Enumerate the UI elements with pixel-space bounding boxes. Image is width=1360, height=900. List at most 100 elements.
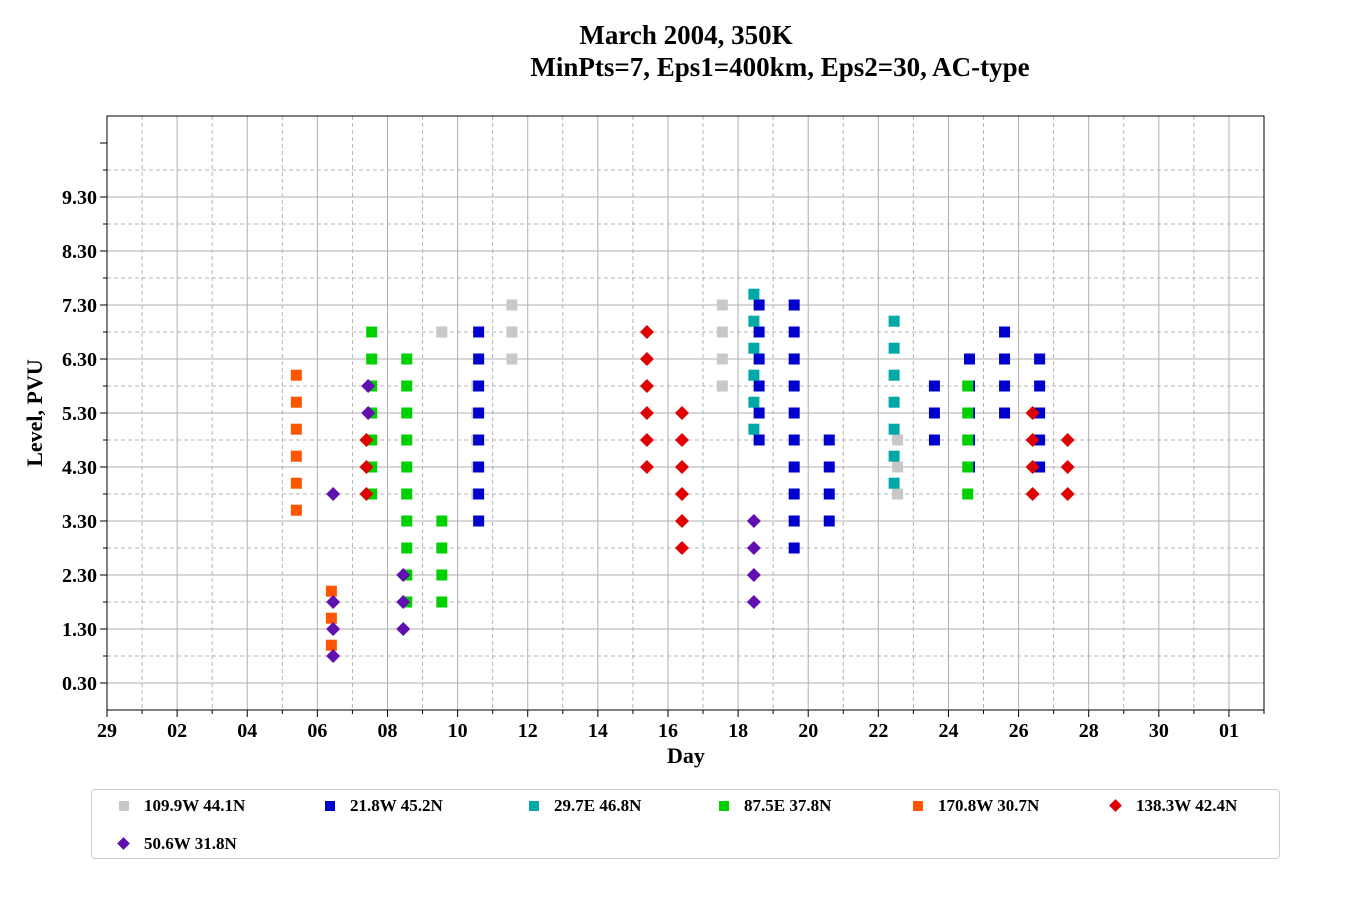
- legend-marker: [710, 799, 738, 813]
- legend-marker: [1102, 799, 1130, 813]
- data-point-series-5: [325, 639, 337, 651]
- data-point-series-6: [639, 406, 654, 420]
- x-tick-label: 01: [1219, 720, 1239, 742]
- data-point-series-2: [788, 461, 800, 473]
- data-point-series-2: [1034, 407, 1046, 419]
- legend-marker: [110, 837, 138, 851]
- data-point-series-5: [325, 585, 337, 597]
- data-point-series-7: [746, 568, 761, 582]
- data-point-series-6: [674, 487, 689, 501]
- data-point-series-6: [1060, 433, 1075, 447]
- data-point-series-1: [506, 299, 518, 311]
- data-point-series-2: [473, 515, 485, 527]
- data-point-series-7: [326, 622, 341, 636]
- legend-label: 29.7E 46.8N: [554, 796, 642, 815]
- legend-item: 138.3W 42.4N: [1102, 794, 1237, 818]
- y-axis-label: Level, PVU: [22, 359, 47, 467]
- data-point-series-3: [888, 423, 900, 435]
- data-point-series-5: [290, 423, 302, 435]
- x-tick-label: 29: [97, 720, 117, 742]
- data-point-series-2: [753, 326, 765, 338]
- data-point-series-2: [999, 353, 1011, 365]
- data-point-series-2: [963, 353, 975, 365]
- data-point-series-4: [436, 542, 448, 554]
- data-point-series-1: [716, 380, 728, 392]
- data-point-series-3: [888, 477, 900, 489]
- legend: 109.9W 44.1N 21.8W 45.2N 29.7E 46.8N 87.5E …: [91, 789, 1280, 859]
- data-point-series-7: [326, 487, 341, 501]
- y-tick-label: 1.30: [62, 619, 97, 641]
- data-point-series-2: [823, 434, 835, 446]
- data-point-series-5: [290, 504, 302, 516]
- legend-label: 170.8W 30.7N: [938, 796, 1040, 815]
- legend-item: 50.6W 31.8N: [110, 832, 237, 856]
- data-point-series-4: [401, 407, 413, 419]
- x-tick-label: 18: [728, 720, 748, 742]
- axis-ticks: 29 02 04 06 08 10 12 14 16 18 20 22 24 26 28 30 01 0.30 1.…: [62, 142, 1265, 742]
- data-point-series-3: [888, 396, 900, 408]
- legend-label: 50.6W 31.8N: [144, 834, 237, 853]
- data-point-series-2: [788, 326, 800, 338]
- data-point-series-1: [716, 326, 728, 338]
- data-point-series-2: [999, 380, 1011, 392]
- data-point-series-4: [401, 488, 413, 500]
- legend-marker: [110, 799, 138, 813]
- data-point-series-4: [962, 488, 974, 500]
- x-tick-label: 06: [307, 720, 327, 742]
- data-point-series-1: [506, 353, 518, 365]
- y-tick-label: 9.30: [62, 187, 97, 209]
- data-point-series-3: [748, 288, 760, 300]
- data-point-series-4: [401, 380, 413, 392]
- data-point-series-2: [1034, 461, 1046, 473]
- data-point-series-2: [753, 380, 765, 392]
- data-point-series-3: [748, 396, 760, 408]
- data-point-series-7: [746, 514, 761, 528]
- data-point-series-6: [1060, 460, 1075, 474]
- x-tick-label: 30: [1149, 720, 1169, 742]
- data-point-series-7: [361, 379, 376, 393]
- data-point-series-3: [748, 423, 760, 435]
- data-point-series-2: [473, 461, 485, 473]
- data-point-series-1: [436, 326, 448, 338]
- legend-marker: [904, 799, 932, 813]
- data-point-series-2: [823, 461, 835, 473]
- data-point-series-4: [366, 326, 378, 338]
- data-point-series-5: [290, 450, 302, 462]
- data-point-series-6: [359, 487, 374, 501]
- data-point-series-2: [788, 353, 800, 365]
- data-point-series-2: [999, 407, 1011, 419]
- data-point-series-2: [788, 434, 800, 446]
- data-point-series-7: [396, 568, 411, 582]
- data-point-series-7: [326, 595, 341, 609]
- data-point-series-4: [436, 596, 448, 608]
- y-tick-label: 4.30: [62, 457, 97, 479]
- y-tick-label: 7.30: [62, 295, 97, 317]
- y-tick-label: 5.30: [62, 403, 97, 425]
- data-point-series-2: [473, 407, 485, 419]
- legend-label: 138.3W 42.4N: [1136, 796, 1238, 815]
- data-point-series-4: [401, 542, 413, 554]
- data-point-series-6: [359, 460, 374, 474]
- data-point-series-1: [892, 434, 904, 446]
- data-point-series-2: [788, 380, 800, 392]
- data-point-series-6: [1060, 487, 1075, 501]
- data-point-series-7: [746, 595, 761, 609]
- data-point-series-2: [788, 407, 800, 419]
- legend-label: 87.5E 37.8N: [744, 796, 832, 815]
- data-point-series-5: [325, 612, 337, 624]
- data-point-series-2: [928, 434, 940, 446]
- data-point-series-2: [473, 326, 485, 338]
- y-tick-label: 8.30: [62, 241, 97, 263]
- data-point-series-5: [290, 477, 302, 489]
- legend-item: 170.8W 30.7N: [904, 794, 1039, 818]
- data-point-series-4: [962, 434, 974, 446]
- data-point-series-6: [639, 460, 654, 474]
- data-point-series-2: [928, 407, 940, 419]
- data-point-series-6: [1025, 406, 1040, 420]
- legend-label: 109.9W 44.1N: [144, 796, 246, 815]
- data-point-series-1: [716, 353, 728, 365]
- data-point-series-4: [962, 380, 974, 392]
- data-points: [290, 288, 1075, 663]
- data-point-series-4: [366, 353, 378, 365]
- data-point-series-3: [888, 369, 900, 381]
